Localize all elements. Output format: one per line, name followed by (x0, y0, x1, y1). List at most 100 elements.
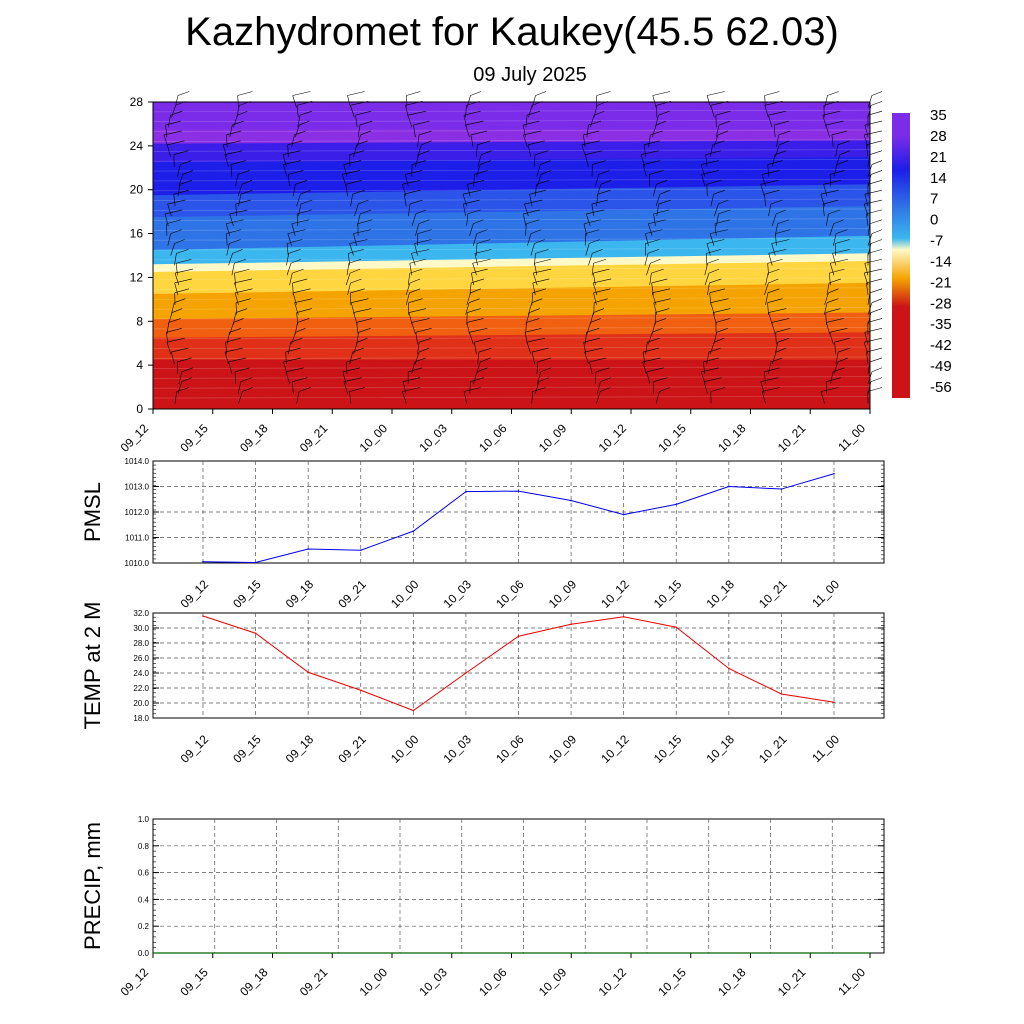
wind-barb-staff (414, 243, 418, 256)
wind-barb (296, 189, 311, 207)
wind-barb (291, 328, 306, 345)
wind-barb-flag (870, 308, 883, 313)
wind-barb-staff (764, 371, 766, 384)
wind-barb (531, 91, 547, 108)
x-tick-label: 11_00 (809, 577, 842, 610)
wind-barb-staff (415, 332, 418, 345)
wind-barb (355, 110, 372, 128)
wind-barb-flag (655, 318, 667, 323)
wind-barb (417, 337, 432, 355)
wind-barb-flag (651, 268, 664, 274)
pmsl-panel: 1010.0 1011.0 1012.0 1013.0 1014.0 09_12 09_15… (80, 457, 885, 611)
wind-barb-staff (343, 381, 348, 394)
wind-barb-staff (714, 223, 717, 236)
wind-barb-staff (705, 154, 708, 167)
wind-barb-flag (179, 180, 193, 185)
wind-barb-staff (465, 124, 470, 138)
wind-barb-staff (291, 223, 296, 236)
wind-barb-flag (477, 140, 491, 146)
wind-barb (834, 337, 850, 355)
wind-barb-flag (642, 357, 661, 363)
wind-barb (652, 91, 671, 108)
wind-barb-flag (534, 150, 549, 155)
wind-barb-staff (704, 273, 710, 286)
wind-barb-flag (592, 160, 607, 165)
wind-barb-flag (166, 337, 185, 343)
wind-barb-staff (228, 253, 233, 266)
wind-barb-flag (417, 229, 432, 234)
wind-barb-staff (589, 361, 593, 374)
wind-barb (595, 367, 610, 384)
wind-barb-flag (829, 328, 848, 333)
wind-barb-flag (718, 209, 731, 215)
colorbar-label: -56 (930, 379, 952, 396)
wind-barb (713, 130, 729, 148)
wind-barb (864, 328, 883, 345)
wind-barb (831, 130, 848, 147)
wind-barb-staff (709, 342, 715, 355)
wind-barb (463, 387, 481, 404)
wind-barb-staff (825, 381, 828, 394)
wind-barb-staff (237, 381, 242, 394)
wind-barb (286, 258, 302, 276)
y-tick-label: 16 (130, 227, 144, 241)
wind-barb-staff (177, 164, 181, 177)
wind-barb-flag (226, 130, 242, 136)
wind-barb-staff (466, 312, 468, 325)
wind-barb-staff (775, 144, 780, 157)
wind-barb-staff (584, 351, 589, 365)
wind-barb-flag (182, 170, 193, 175)
wind-barb-staff (525, 312, 530, 325)
wind-barb-flag (174, 239, 185, 244)
wind-barb-staff (593, 292, 597, 305)
data-point (465, 490, 467, 493)
wind-barb-flag (760, 180, 779, 185)
wind-barb (171, 298, 186, 315)
wind-barb-flag (593, 278, 612, 284)
wind-barb-flag (242, 387, 253, 392)
wind-barb-flag (540, 160, 551, 165)
wind-barb-staff (346, 263, 350, 276)
wind-barb (477, 150, 492, 167)
wind-barb-staff (296, 391, 300, 404)
wind-barb (714, 199, 729, 217)
wind-barb (349, 387, 365, 404)
wind-barb-flag (589, 357, 607, 363)
wind-barb-staff (235, 174, 239, 187)
wind-barb-staff (525, 115, 528, 128)
wind-barb-flag (585, 229, 600, 234)
wind-barb (238, 189, 253, 207)
wind-barb (296, 209, 312, 226)
wind-barb-staff (522, 213, 527, 226)
wind-barb-flag (300, 189, 311, 195)
wind-barb-staff (767, 302, 769, 315)
wind-barb-staff (174, 282, 179, 296)
wind-barb-staff (767, 263, 769, 276)
wind-barb-flag (706, 239, 725, 244)
wind-barb-flag (296, 308, 312, 313)
wind-barb (178, 367, 193, 384)
wind-barb (640, 150, 659, 167)
wind-barb (229, 318, 244, 335)
y-tick-label: 20.0 (133, 699, 149, 708)
contour-line (153, 109, 870, 113)
wind-barb-flag (871, 160, 883, 165)
wind-barb (706, 347, 721, 365)
wind-barb-flag (828, 288, 839, 294)
wind-barb-staff (760, 184, 765, 197)
wind-barb-flag (600, 377, 612, 382)
wind-barb-flag (589, 239, 600, 244)
wind-barb-staff (225, 223, 231, 236)
wind-barb (596, 189, 611, 207)
wind-barb-flag (710, 387, 726, 392)
wind-barb (833, 229, 848, 246)
wind-barb-staff (173, 194, 176, 207)
wind-barb-staff (776, 134, 780, 148)
wind-barb-flag (535, 91, 547, 96)
data-point (622, 513, 625, 516)
wind-barb-staff (476, 243, 478, 256)
wind-barb (469, 328, 488, 345)
x-tick-label: 10_06 (493, 577, 527, 611)
wind-barb-flag (165, 120, 181, 126)
wind-barb-flag (830, 170, 845, 175)
